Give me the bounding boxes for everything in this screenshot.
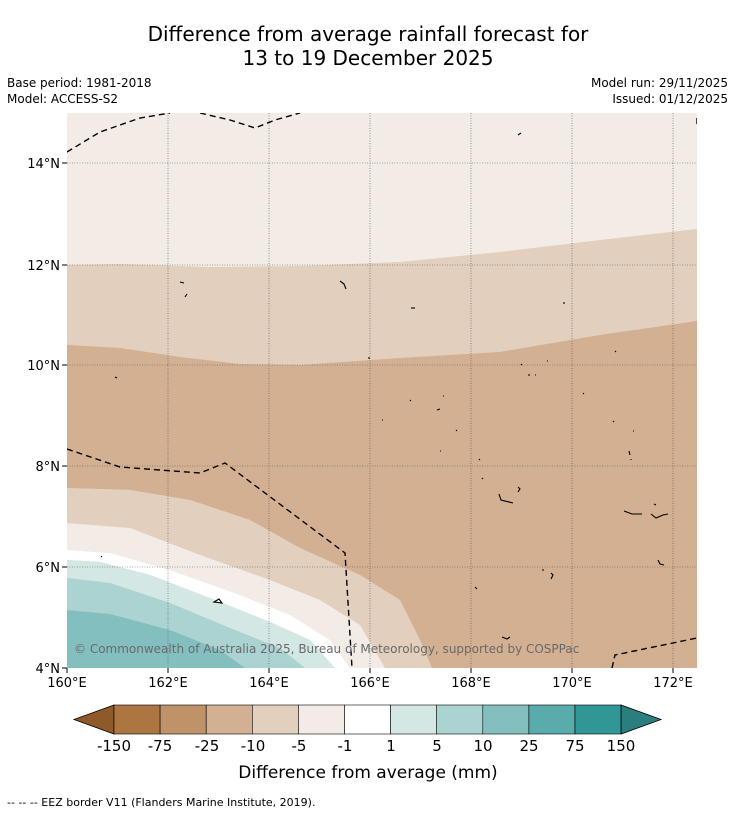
colorbar-arrow-high — [620, 704, 663, 735]
x-tick-label: 160°E — [47, 676, 87, 691]
colorbar-label: 75 — [565, 737, 584, 755]
title-line-2: 13 to 19 December 2025 — [242, 46, 494, 70]
base-period: Base period: 1981-2018 — [7, 76, 152, 90]
colorbar-label: -1 — [338, 737, 353, 755]
meta-right: Model run: 29/11/2025 Issued: 01/12/2025 — [591, 75, 728, 107]
x-tick-label: 164°E — [249, 676, 289, 691]
y-tick-label: 12°N — [27, 259, 60, 274]
colorbar — [72, 704, 663, 735]
colorbar-swatch — [574, 704, 622, 735]
model-run: Model run: 29/11/2025 — [590, 76, 728, 90]
band-plus-10-to-25 — [67, 610, 245, 668]
colorbar-label: -25 — [195, 737, 220, 755]
colorbar-swatch — [436, 704, 484, 735]
colorbar-swatch — [528, 704, 576, 735]
band-minus-1-left — [67, 523, 385, 668]
colorbar-label: -10 — [241, 737, 266, 755]
issued-date: Issued: 01/12/2025 — [612, 92, 728, 106]
eez-borders — [67, 113, 697, 668]
band-minus-10-to-minus-25 — [67, 321, 697, 668]
y-tick-marks — [62, 162, 67, 669]
x-tick-label: 172°E — [653, 676, 693, 691]
map-title: Difference from average rainfall forecas… — [0, 22, 736, 70]
colorbar-labels: -150 -75 -25 -10 -5 -1 1 5 10 25 75 150 — [97, 737, 635, 755]
colorbar-label: 1 — [386, 737, 396, 755]
y-tick-labels: 14°N 12°N 10°N 8°N 6°N 4°N — [27, 157, 60, 677]
x-tick-marks — [66, 668, 674, 673]
band-plus-5-to-10 — [67, 578, 305, 668]
colorbar-swatch — [344, 704, 391, 735]
colorbar-label: -5 — [292, 737, 307, 755]
meta-left: Base period: 1981-2018 Model: ACCESS-S2 — [7, 75, 152, 107]
colorbar-label: 10 — [473, 737, 492, 755]
y-tick-label: 6°N — [36, 561, 61, 576]
x-tick-label: 166°E — [350, 676, 390, 691]
y-tick-label: 14°N — [27, 157, 60, 172]
colorbar-swatch — [113, 704, 161, 735]
y-tick-label: 4°N — [36, 662, 61, 677]
copyright-text: © Commonwealth of Australia 2025, Bureau… — [74, 642, 579, 656]
colorbar-swatch — [298, 704, 345, 735]
title-line-1: Difference from average rainfall forecas… — [147, 22, 589, 46]
colorbar-label: -150 — [97, 737, 131, 755]
colorbar-swatch — [205, 704, 253, 735]
colorbar-swatch — [482, 704, 530, 735]
colorbar-swatch — [390, 704, 438, 735]
y-tick-label: 10°N — [27, 359, 60, 374]
eez-footnote: -- -- -- EEZ border V11 (Flanders Marine… — [7, 796, 316, 809]
colorbar-title: Difference from average (mm) — [238, 763, 497, 783]
graticule — [67, 113, 697, 668]
x-tick-label: 168°E — [451, 676, 491, 691]
colorbar-label: -75 — [148, 737, 173, 755]
y-tick-label: 8°N — [36, 460, 61, 475]
islands — [100, 132, 669, 640]
x-tick-labels: 160°E 162°E 164°E 166°E 168°E 170°E 172°… — [47, 676, 693, 691]
colorbar-arrow-low — [72, 704, 115, 735]
map-area: © Commonwealth of Australia 2025, Bureau… — [67, 113, 697, 668]
x-tick-label: 170°E — [552, 676, 592, 691]
band-plus-1-to-5 — [67, 560, 335, 668]
colorbar-label: 150 — [607, 737, 636, 755]
colorbar-label: 5 — [432, 737, 442, 755]
model-name: Model: ACCESS-S2 — [7, 92, 119, 106]
band-minus-5-left — [67, 488, 432, 668]
colorbar-swatch — [159, 704, 207, 735]
colorbar-swatch — [252, 704, 299, 735]
x-tick-label: 162°E — [148, 676, 188, 691]
colorbar-label: 25 — [519, 737, 538, 755]
